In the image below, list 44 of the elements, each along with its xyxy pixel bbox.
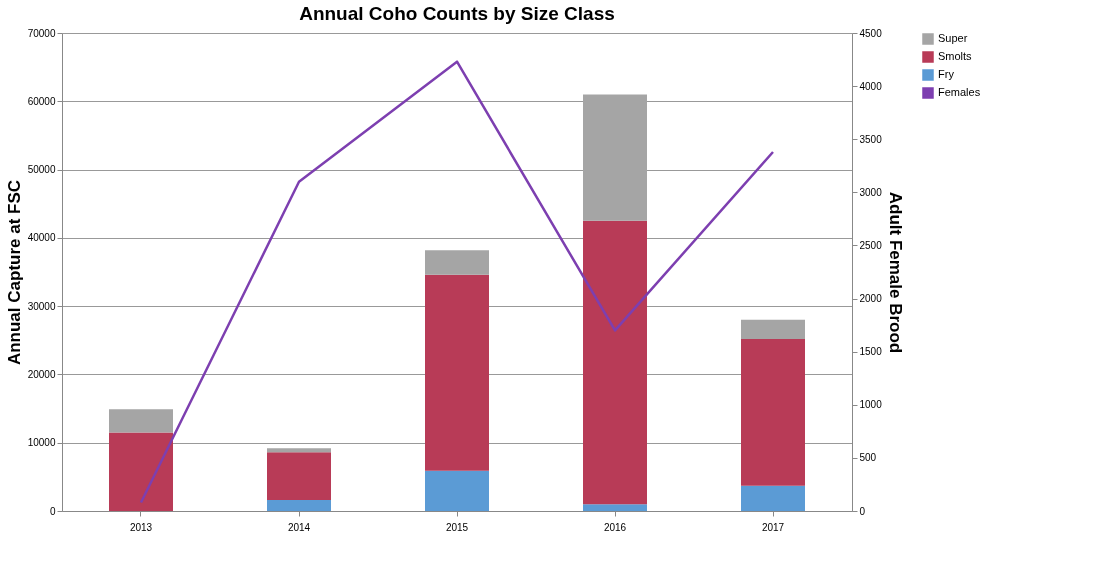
legend-label: Females [938, 86, 981, 98]
y2-tick-label: 3500 [859, 133, 883, 145]
bar [583, 220, 647, 505]
line-series [139, 60, 775, 504]
y2-tick-label: 2500 [859, 239, 883, 251]
y2-tick-label: 4000 [859, 80, 883, 92]
y-tick-label: 40000 [27, 232, 56, 244]
y-axis-title: Annual Capture at FSC [4, 179, 24, 366]
y2-tick-label: 1500 [859, 346, 883, 358]
x-tick-label: 2013 [129, 521, 153, 533]
legend-label: Super [938, 32, 968, 44]
bar [109, 432, 173, 511]
y-tick-label: 60000 [27, 95, 56, 107]
bar [425, 274, 489, 471]
x-tick-label: 2014 [287, 521, 311, 533]
x-tick-label: 2016 [603, 521, 627, 533]
y-tick-label: 10000 [27, 437, 56, 449]
y-tick-label: 20000 [27, 368, 56, 380]
y-tick-label: 70000 [27, 27, 56, 39]
bar [425, 470, 489, 511]
y-tick-label: 30000 [27, 300, 56, 312]
y2-tick-label: 2000 [859, 293, 883, 305]
chart-title: Annual Coho Counts by Size Class [299, 3, 615, 24]
bar [583, 504, 647, 511]
x-tick-label: 2015 [445, 521, 469, 533]
x-tick-label: 2017 [761, 521, 785, 533]
y-tick-label: 50000 [27, 164, 56, 176]
legend-label: Fry [938, 68, 955, 80]
y2-tick-label: 0 [859, 505, 866, 517]
bar [267, 500, 331, 511]
bar [741, 319, 805, 339]
bar [741, 338, 805, 486]
bar [267, 448, 331, 453]
bar [267, 452, 331, 501]
y2-tick-label: 1000 [859, 399, 883, 411]
legend-label: Smolts [938, 50, 973, 62]
y2-tick-label: 500 [859, 452, 877, 464]
y2-axis-title: Adult Female Brood [885, 191, 905, 354]
bar [741, 485, 805, 511]
y2-tick-label: 4500 [859, 27, 883, 39]
y2-tick-label: 3000 [859, 186, 883, 198]
y-tick-label: 0 [49, 505, 56, 517]
bar [109, 409, 173, 433]
bar [425, 250, 489, 275]
